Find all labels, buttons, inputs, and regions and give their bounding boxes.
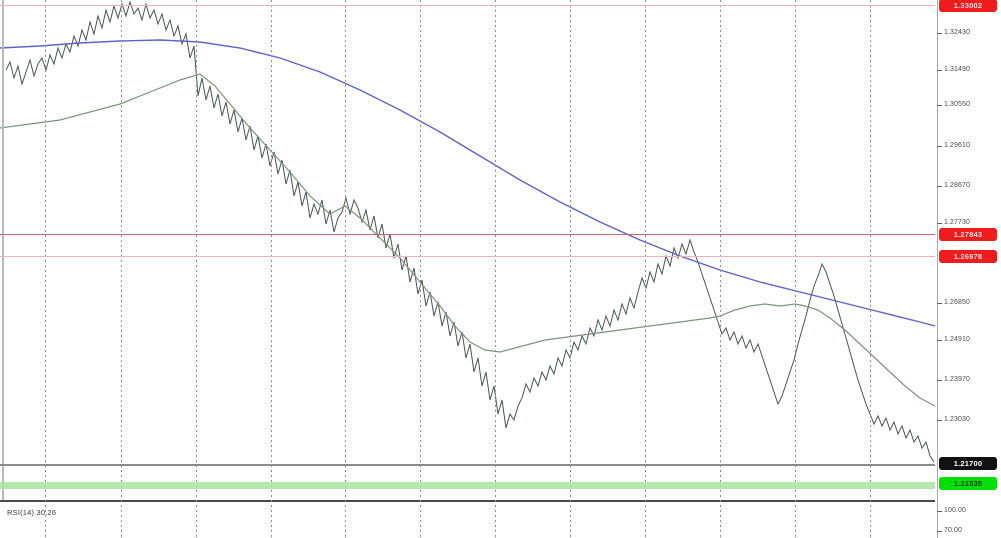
time-gridline — [495, 500, 496, 538]
time-gridline — [495, 0, 496, 500]
rsi-indicator-label: RSI(14) 30.26 — [7, 508, 57, 517]
time-gridline — [345, 0, 346, 500]
price-tick — [937, 146, 942, 147]
price-tick-label: 1.32430 — [944, 29, 971, 36]
price-tick-label: 1.29610 — [944, 142, 971, 149]
price-tick-label: 1.23970 — [944, 376, 971, 383]
price-series-plot — [0, 0, 935, 463]
level-line-mid-resistance — [0, 234, 935, 235]
time-gridline — [271, 500, 272, 538]
time-gridline — [720, 500, 721, 538]
price-tick-label: 1.26850 — [944, 299, 971, 306]
time-gridline — [795, 500, 796, 538]
time-gridline — [570, 0, 571, 500]
ma-slow-line — [0, 39, 935, 327]
price-tick-label: 1.28670 — [944, 182, 971, 189]
price-tick — [937, 420, 942, 421]
time-gridline — [121, 0, 122, 500]
price-tick-label: 1.24910 — [944, 336, 971, 343]
time-gridline — [345, 500, 346, 538]
price-tick — [937, 303, 942, 304]
price-tick — [937, 70, 942, 71]
time-gridline — [271, 0, 272, 500]
rsi-scale-label: 100.00 — [944, 507, 967, 514]
price-tick — [937, 186, 942, 187]
rsi-indicator-pane[interactable]: RSI(14) 30.26 — [0, 500, 935, 538]
time-gridline — [121, 500, 122, 538]
level-line-lower-resistance — [0, 256, 935, 257]
current-price-tag[interactable]: 1.21700 — [939, 457, 997, 470]
price-tick — [937, 105, 942, 106]
resistance-tag-mid[interactable]: 1.27843 — [939, 228, 997, 241]
level-line-bid — [0, 482, 935, 489]
price-axis-border — [937, 0, 938, 538]
time-gridline — [870, 500, 871, 538]
time-gridline — [720, 0, 721, 500]
time-gridline — [645, 0, 646, 500]
level-line-current-price — [0, 464, 935, 466]
rsi-tick — [937, 531, 942, 532]
price-tick — [937, 223, 942, 224]
price-tick-label: 1.30550 — [944, 101, 971, 108]
level-line-upper-resistance — [0, 5, 935, 6]
price-bar-series — [5, 0, 935, 463]
resistance-tag-upper[interactable]: 1.33002 — [939, 0, 997, 12]
time-gridline — [420, 500, 421, 538]
price-tick-label: 1.31490 — [944, 66, 971, 73]
time-gridline — [196, 0, 197, 500]
rsi-tick — [937, 511, 942, 512]
time-gridline — [45, 0, 46, 500]
time-gridline — [420, 0, 421, 500]
time-gridline — [45, 500, 46, 538]
price-tick — [937, 33, 942, 34]
price-tick — [937, 340, 942, 341]
price-axis[interactable]: 1.32430 1.31490 1.30550 1.29610 1.28670 1.277… — [935, 0, 1001, 538]
time-gridline — [645, 500, 646, 538]
time-gridline — [870, 0, 871, 500]
time-gridline — [570, 500, 571, 538]
price-tick-label: 1.23030 — [944, 416, 971, 423]
pane-divider — [0, 500, 935, 502]
price-tick — [937, 380, 942, 381]
price-chart-pane[interactable] — [0, 0, 935, 500]
resistance-tag-lower[interactable]: 1.26978 — [939, 250, 997, 263]
bid-price-tag[interactable]: 1.21535 — [939, 477, 997, 490]
time-gridline — [196, 500, 197, 538]
ma-fast-line — [0, 73, 935, 407]
rsi-scale-label: 70.00 — [944, 527, 963, 534]
price-tick-label: 1.27730 — [944, 219, 971, 226]
time-gridline — [795, 0, 796, 500]
chart-left-border — [2, 0, 4, 500]
